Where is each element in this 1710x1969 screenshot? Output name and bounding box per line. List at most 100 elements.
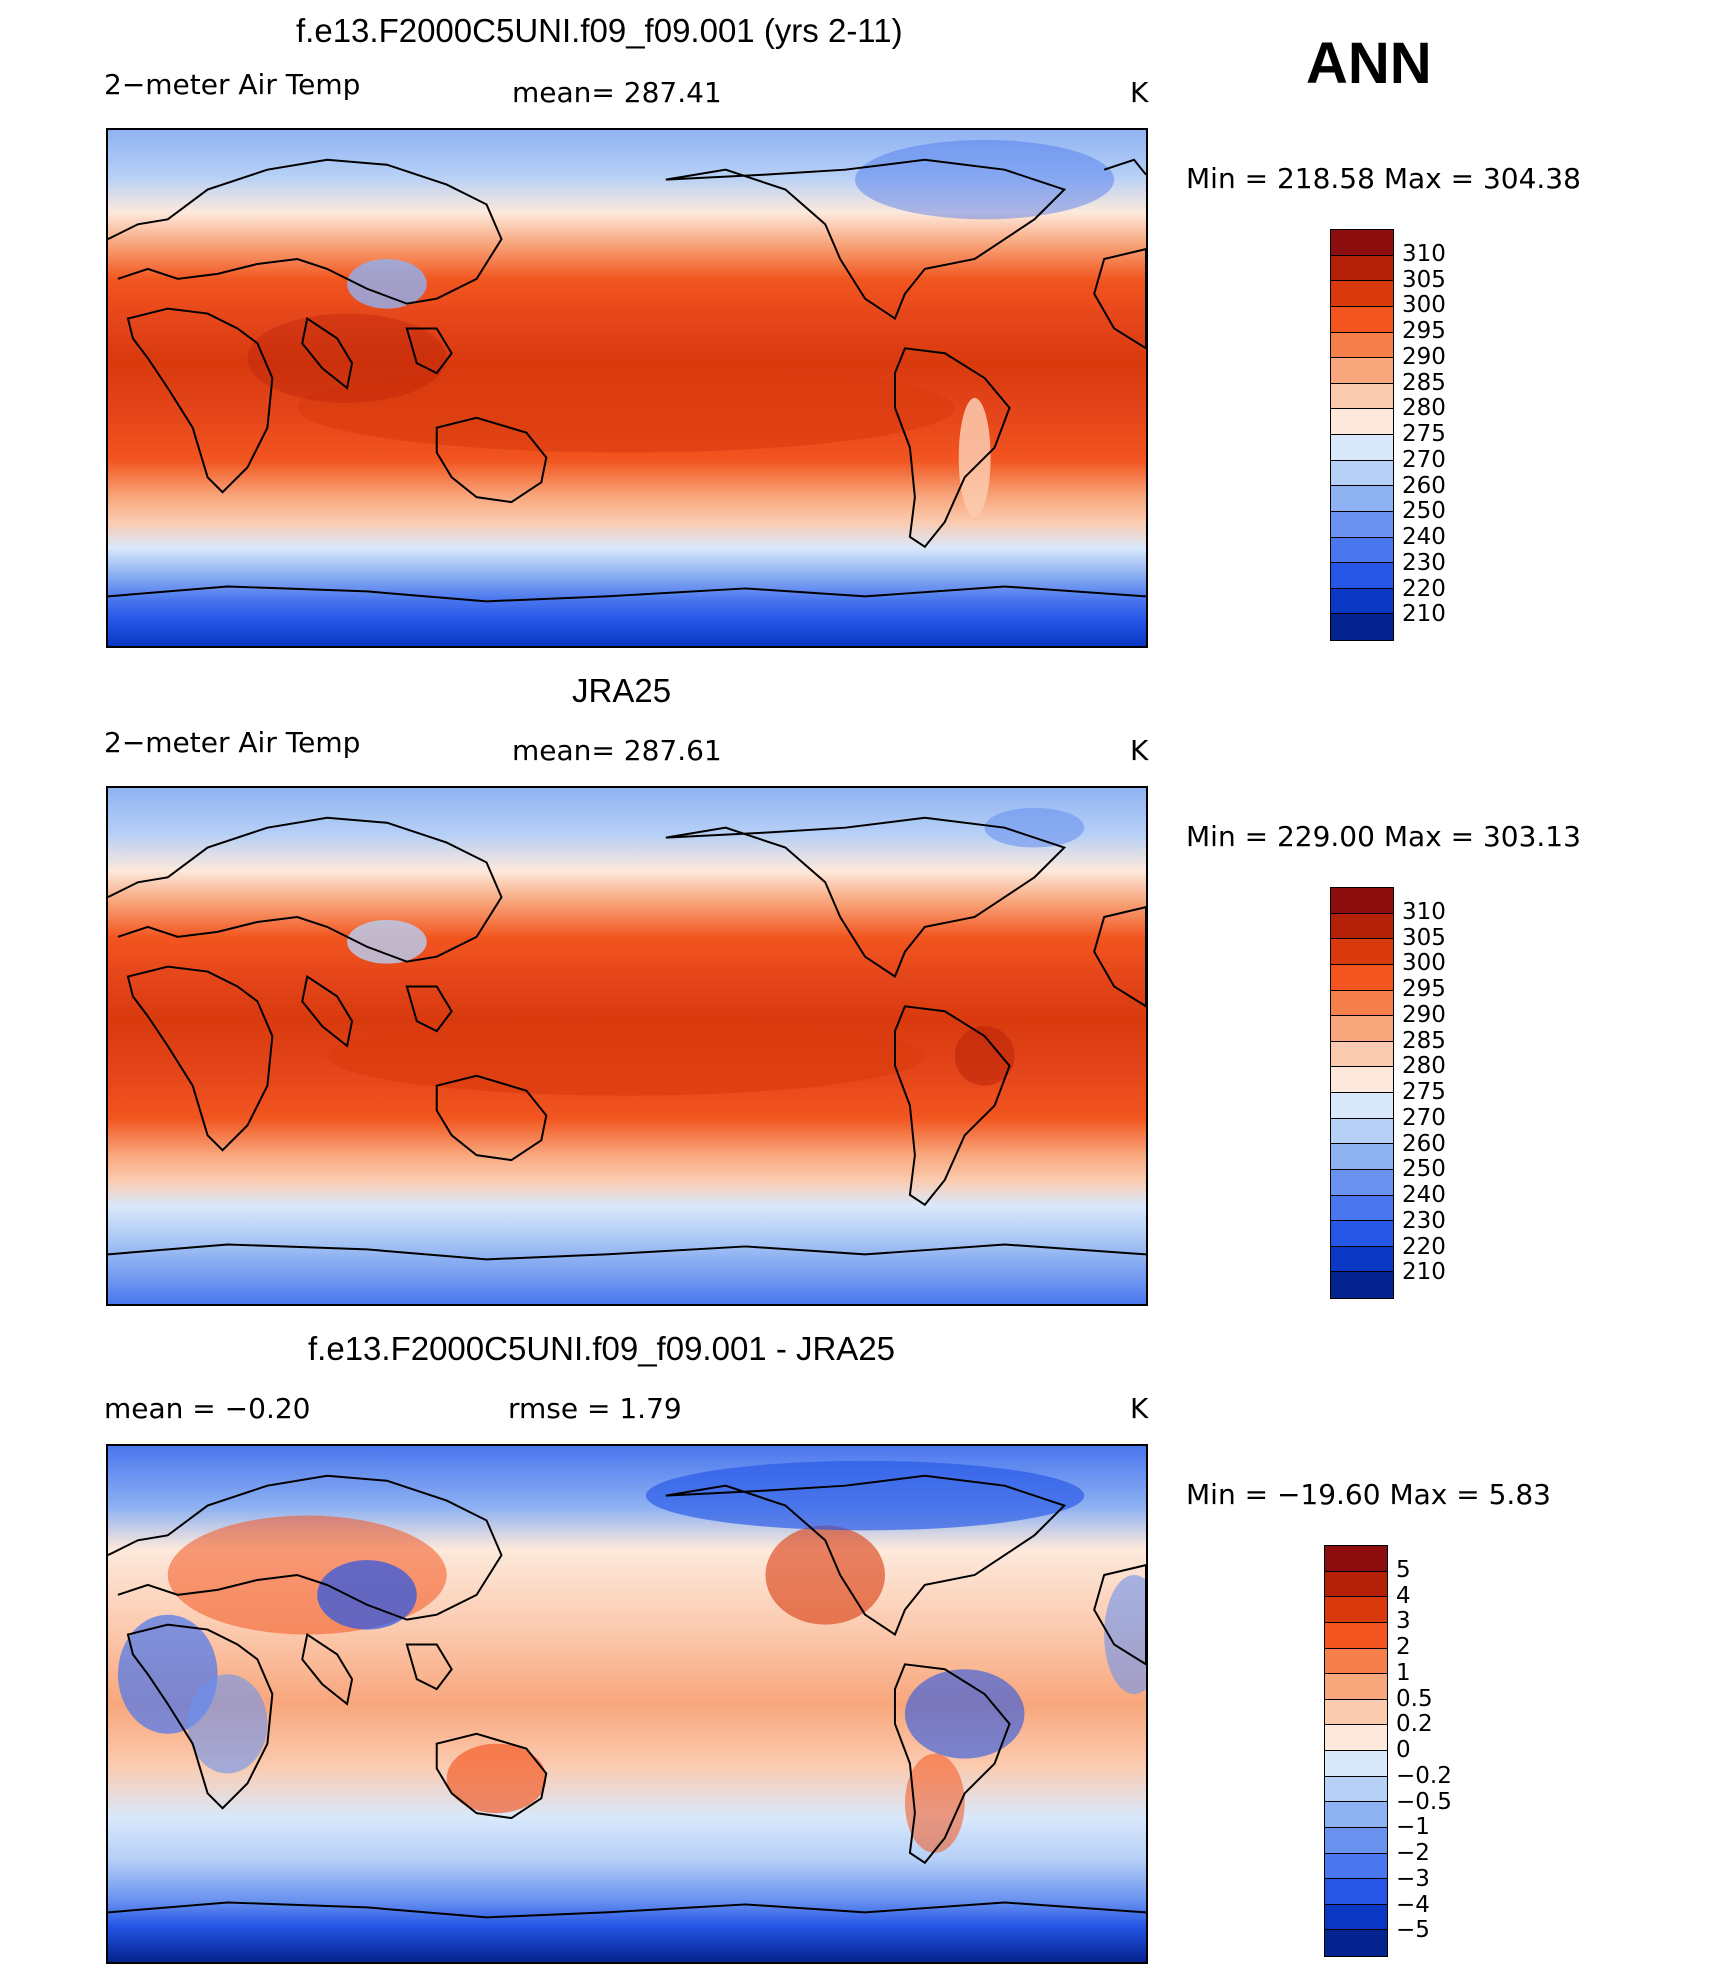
colorbar-tick-label: 300 — [1402, 950, 1446, 977]
colorbar-tick-label: 230 — [1402, 1207, 1446, 1234]
colorbar-swatch — [1331, 409, 1393, 435]
colorbar-tick-label: 280 — [1402, 395, 1446, 422]
colorbar-tick-label: 230 — [1402, 549, 1446, 576]
colorbar-tick-label: 270 — [1402, 446, 1446, 473]
colorbar-tick-label: 220 — [1402, 575, 1446, 602]
colorbar-tick-label: 260 — [1402, 1130, 1446, 1157]
colorbar-tick-label: 0.5 — [1396, 1685, 1433, 1712]
panel1-title: f.e13.F2000C5UNI.f09_f09.001 (yrs 2-11) — [296, 12, 903, 49]
colorbar-tick-label: 310 — [1402, 898, 1446, 925]
colorbar-swatch — [1331, 614, 1393, 640]
panel1-mean-label: mean= 287.41 — [512, 76, 722, 109]
colorbar-swatch — [1325, 1674, 1387, 1700]
colorbar-swatch — [1331, 460, 1393, 487]
colorbar-swatch — [1331, 939, 1393, 965]
panel1-map — [106, 128, 1148, 648]
panel1-units: K — [1130, 76, 1149, 109]
colorbar-swatch — [1331, 964, 1393, 991]
panel3-rmse-label: rmse = 1.79 — [508, 1392, 682, 1425]
colorbar-tick-label: 0.2 — [1396, 1711, 1433, 1738]
colorbar-tick-label: 290 — [1402, 343, 1446, 370]
colorbar-swatch — [1331, 1093, 1393, 1119]
panel3-map — [106, 1444, 1148, 1964]
colorbar-tick-label: 210 — [1402, 601, 1446, 628]
colorbar-swatch — [1325, 1597, 1387, 1623]
colorbar-tick-label: −2 — [1396, 1840, 1430, 1866]
panel2-colorbar — [1330, 887, 1394, 1299]
colorbar-swatch — [1331, 486, 1393, 512]
colorbar-tick-label: 4 — [1396, 1582, 1411, 1609]
panel1-colorbar — [1330, 229, 1394, 641]
colorbar-tick-label: 2 — [1396, 1634, 1411, 1660]
colorbar-swatch — [1331, 358, 1393, 384]
colorbar-tick-label: −3 — [1396, 1865, 1430, 1892]
panel3-title: f.e13.F2000C5UNI.f09_f09.001 - JRA25 — [308, 1330, 896, 1367]
colorbar-swatch — [1331, 1041, 1393, 1068]
panel2-map — [106, 786, 1148, 1306]
colorbar-tick-label: 260 — [1402, 472, 1446, 499]
colorbar-swatch — [1331, 888, 1393, 914]
colorbar-swatch — [1331, 255, 1393, 282]
colorbar-swatch — [1331, 1169, 1393, 1196]
colorbar-swatch — [1331, 332, 1393, 359]
colorbar-swatch — [1325, 1930, 1387, 1956]
colorbar-tick-label: 285 — [1402, 369, 1446, 396]
colorbar-swatch — [1331, 563, 1393, 589]
colorbar-tick-label: 5 — [1396, 1556, 1411, 1583]
panel1-variable-label: 2−meter Air Temp — [104, 68, 361, 101]
panel2-units: K — [1130, 734, 1149, 767]
colorbar-tick-label: 3 — [1396, 1608, 1411, 1635]
panel3-units: K — [1130, 1392, 1149, 1425]
colorbar-swatch — [1325, 1622, 1387, 1649]
colorbar-swatch — [1331, 1144, 1393, 1170]
season-label: ANN — [1306, 31, 1432, 96]
colorbar-swatch — [1325, 1699, 1387, 1726]
panel2-title: JRA25 — [572, 672, 672, 709]
colorbar-swatch — [1331, 435, 1393, 461]
colorbar-swatch — [1331, 1195, 1393, 1222]
colorbar-swatch — [1325, 1879, 1387, 1905]
colorbar-tick-label: −4 — [1396, 1891, 1430, 1918]
colorbar-tick-label: 290 — [1402, 1001, 1446, 1028]
colorbar-swatch — [1325, 1648, 1387, 1675]
colorbar-tick-label: 1 — [1396, 1659, 1411, 1686]
colorbar-tick-label: 275 — [1402, 1079, 1446, 1105]
colorbar-swatch — [1325, 1853, 1387, 1880]
colorbar-swatch — [1325, 1904, 1387, 1931]
colorbar-swatch — [1331, 1016, 1393, 1042]
colorbar-tick-label: 210 — [1402, 1259, 1446, 1286]
panel1-minmax: Min = 218.58 Max = 304.38 — [1186, 162, 1581, 195]
colorbar-tick-label: 305 — [1402, 266, 1446, 293]
colorbar-tick-label: 0 — [1396, 1737, 1411, 1763]
colorbar-swatch — [1331, 1246, 1393, 1273]
panel3-colorbar — [1324, 1545, 1388, 1957]
colorbar-swatch — [1325, 1725, 1387, 1751]
colorbar-swatch — [1331, 588, 1393, 615]
colorbar-tick-label: 270 — [1402, 1104, 1446, 1131]
colorbar-tick-label: 300 — [1402, 292, 1446, 319]
colorbar-tick-label: 240 — [1402, 524, 1446, 550]
colorbar-swatch — [1331, 1067, 1393, 1093]
colorbar-tick-label: 285 — [1402, 1027, 1446, 1054]
colorbar-tick-label: 250 — [1402, 1156, 1446, 1183]
colorbar-swatch — [1331, 1221, 1393, 1247]
panel2-variable-label: 2−meter Air Temp — [104, 726, 361, 759]
colorbar-swatch — [1325, 1546, 1387, 1572]
colorbar-swatch — [1331, 990, 1393, 1017]
colorbar-tick-label: 240 — [1402, 1182, 1446, 1208]
colorbar-tick-label: −0.5 — [1396, 1788, 1452, 1815]
panel3-minmax: Min = −19.60 Max = 5.83 — [1186, 1478, 1551, 1511]
colorbar-tick-label: 220 — [1402, 1233, 1446, 1260]
colorbar-tick-label: 305 — [1402, 924, 1446, 951]
colorbar-tick-label: 295 — [1402, 976, 1446, 1002]
colorbar-swatch — [1331, 913, 1393, 940]
colorbar-swatch — [1331, 306, 1393, 333]
colorbar-tick-label: −0.2 — [1396, 1762, 1452, 1789]
colorbar-swatch — [1325, 1802, 1387, 1828]
colorbar-tick-label: 275 — [1402, 421, 1446, 447]
colorbar-swatch — [1325, 1571, 1387, 1598]
colorbar-swatch — [1331, 230, 1393, 256]
colorbar-swatch — [1331, 537, 1393, 564]
colorbar-tick-label: 280 — [1402, 1053, 1446, 1080]
colorbar-tick-label: 310 — [1402, 240, 1446, 267]
